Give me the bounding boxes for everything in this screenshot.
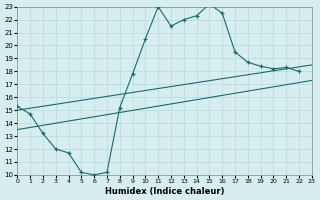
X-axis label: Humidex (Indice chaleur): Humidex (Indice chaleur) xyxy=(105,187,224,196)
